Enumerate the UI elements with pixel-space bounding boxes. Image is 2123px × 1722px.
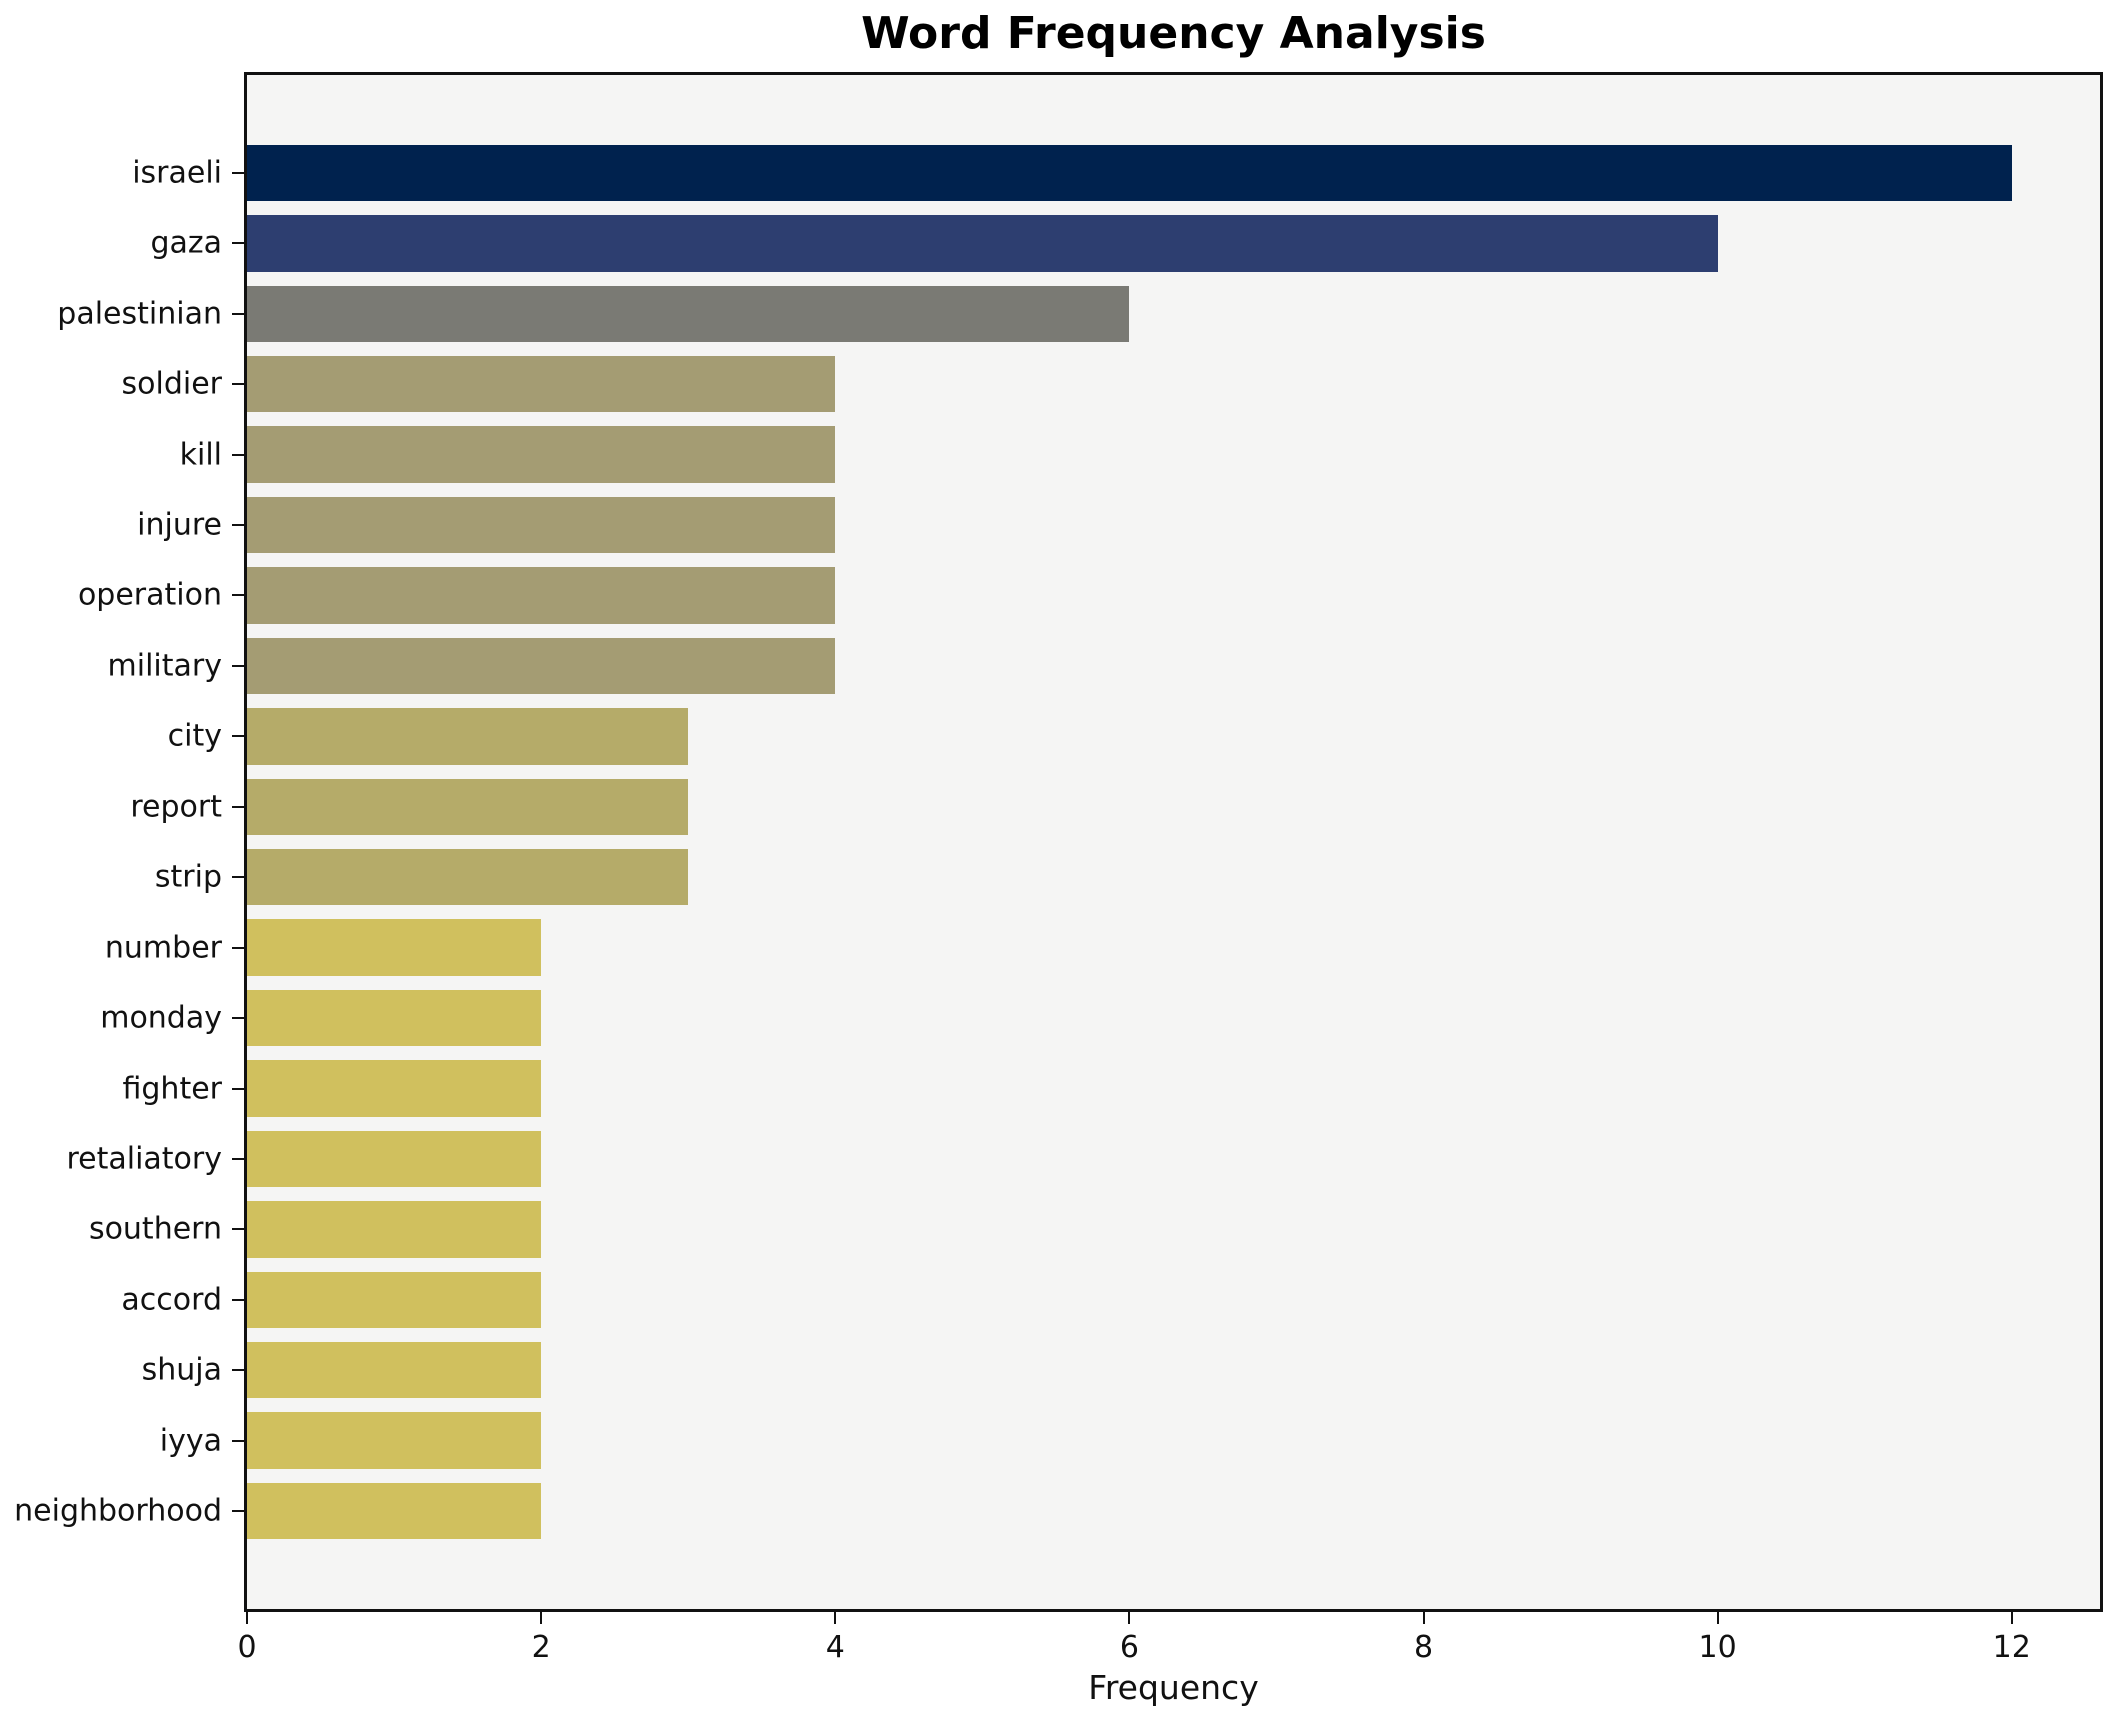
x-axis-title: Frequency — [1088, 1668, 1259, 1707]
ytick-label-soldier: soldier — [121, 366, 223, 402]
bar-monday — [247, 989, 542, 1047]
bar-military — [247, 637, 836, 695]
ytick-mark-iyya — [232, 1439, 244, 1442]
bar-israeli — [247, 144, 2012, 202]
bar-neighborhood — [247, 1482, 542, 1540]
xtick-label-2: 2 — [531, 1630, 551, 1665]
bar-chart-plot-area — [244, 72, 2103, 1612]
xtick-label-10: 10 — [1698, 1630, 1737, 1665]
xtick-mark-4 — [834, 1612, 837, 1624]
ytick-mark-injure — [232, 524, 244, 527]
xtick-label-8: 8 — [1413, 1630, 1434, 1665]
ytick-label-fighter: fighter — [122, 1071, 222, 1106]
bar-shuja — [247, 1342, 542, 1399]
ytick-mark-number — [232, 946, 244, 949]
bar-southern — [247, 1201, 542, 1258]
bar-injure — [247, 496, 836, 554]
ytick-mark-strip — [232, 876, 244, 879]
ytick-mark-soldier — [232, 383, 244, 386]
ytick-label-shuja: shuja — [141, 1352, 222, 1388]
bar-fighter — [247, 1060, 542, 1117]
ytick-mark-gaza — [232, 242, 244, 245]
xtick-mark-2 — [540, 1612, 543, 1624]
bar-palestinian — [247, 285, 1130, 342]
bar-soldier — [247, 356, 836, 413]
ytick-mark-city — [232, 735, 244, 738]
ytick-label-israeli: israeli — [132, 155, 222, 191]
xtick-label-0: 0 — [237, 1630, 257, 1665]
ytick-label-palestinian: palestinian — [57, 296, 222, 332]
bar-kill — [247, 426, 836, 483]
ytick-mark-fighter — [232, 1087, 244, 1090]
ytick-label-monday: monday — [100, 1000, 222, 1036]
bar-strip — [247, 849, 689, 906]
xtick-label-6: 6 — [1119, 1630, 1139, 1665]
xtick-mark-8 — [1422, 1612, 1425, 1624]
bar-number — [247, 919, 542, 976]
ytick-mark-retaliatory — [232, 1157, 244, 1160]
bar-retaliatory — [247, 1130, 542, 1188]
ytick-mark-kill — [232, 453, 244, 456]
ytick-label-southern: southern — [88, 1211, 222, 1247]
ytick-mark-shuja — [232, 1369, 244, 1372]
xtick-mark-12 — [2010, 1612, 2013, 1624]
ytick-label-report: report — [130, 789, 222, 825]
ytick-label-operation: operation — [77, 577, 222, 613]
ytick-label-accord: accord — [121, 1282, 222, 1318]
bar-iyya — [247, 1412, 542, 1469]
ytick-mark-palestinian — [232, 312, 244, 315]
ytick-label-number: number — [104, 930, 222, 966]
ytick-label-retaliatory: retaliatory — [66, 1141, 222, 1177]
ytick-label-kill: kill — [179, 437, 222, 473]
bar-gaza — [247, 215, 1718, 272]
xtick-mark-6 — [1128, 1612, 1131, 1624]
ytick-mark-report — [232, 805, 244, 808]
ytick-mark-operation — [232, 594, 244, 597]
ytick-mark-southern — [232, 1228, 244, 1231]
xtick-mark-0 — [246, 1612, 248, 1624]
ytick-mark-monday — [232, 1017, 244, 1020]
bar-operation — [247, 567, 836, 624]
ytick-mark-israeli — [232, 171, 244, 174]
xtick-label-12: 12 — [1992, 1630, 2031, 1665]
ytick-label-neighborhood: neighborhood — [14, 1493, 222, 1529]
xtick-label-4: 4 — [825, 1630, 845, 1665]
xtick-mark-10 — [1716, 1612, 1719, 1624]
ytick-label-iyya: iyya — [159, 1423, 222, 1459]
ytick-label-military: military — [107, 648, 222, 684]
ytick-mark-military — [232, 664, 244, 667]
bar-accord — [247, 1271, 542, 1328]
ytick-label-gaza: gaza — [150, 225, 222, 261]
bar-report — [247, 778, 689, 835]
bar-city — [247, 708, 689, 765]
ytick-label-city: city — [167, 718, 222, 754]
ytick-mark-accord — [232, 1298, 244, 1301]
ytick-mark-neighborhood — [232, 1510, 244, 1513]
chart-title: Word Frequency Analysis — [861, 8, 1486, 59]
ytick-label-injure: injure — [137, 507, 222, 543]
ytick-label-strip: strip — [154, 859, 222, 895]
